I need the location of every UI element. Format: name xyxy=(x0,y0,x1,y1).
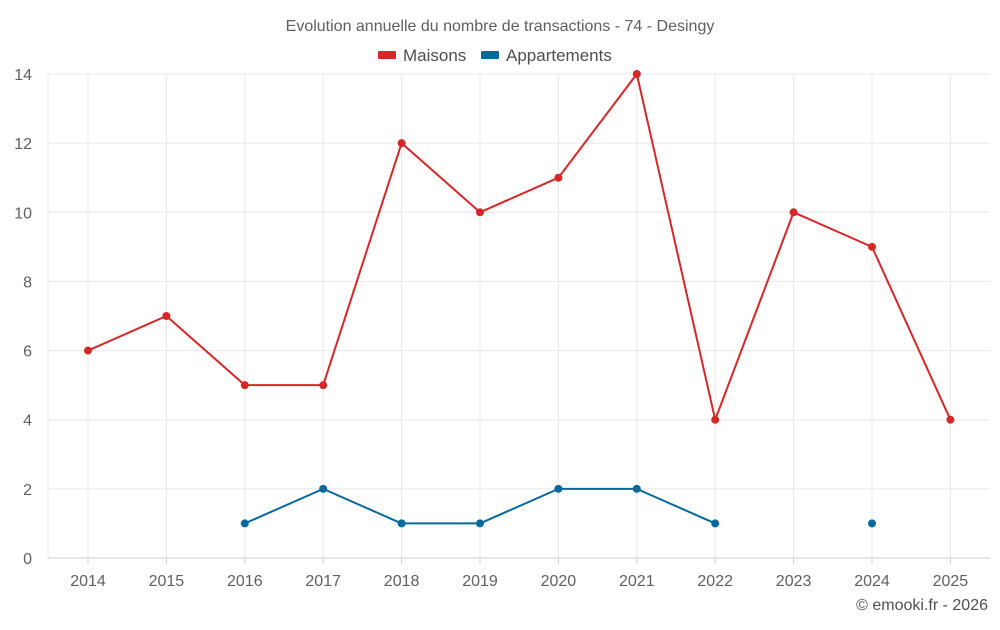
x-tick-label: 2017 xyxy=(305,573,341,590)
data-point[interactable] xyxy=(632,484,641,493)
y-tick-label: 6 xyxy=(23,344,32,361)
x-tick-label: 2019 xyxy=(462,573,498,590)
data-point[interactable] xyxy=(84,346,92,355)
x-tick-label: 2022 xyxy=(697,573,733,590)
data-point[interactable] xyxy=(397,519,406,528)
legend-item[interactable]: Maisons xyxy=(378,46,466,65)
data-point[interactable] xyxy=(868,519,876,528)
legend-swatch xyxy=(481,51,499,59)
legend-label: Appartements xyxy=(506,46,612,65)
chart-title: Evolution annuelle du nombre de transact… xyxy=(286,18,715,35)
x-tick-label: 2025 xyxy=(933,573,969,590)
data-point[interactable] xyxy=(632,70,641,78)
data-point[interactable] xyxy=(711,519,720,528)
x-tick-label: 2020 xyxy=(541,573,577,590)
series-appartements xyxy=(240,484,876,528)
data-point[interactable] xyxy=(946,415,955,424)
x-tick-label: 2015 xyxy=(149,573,185,590)
axes: 0 2 4 6 8 10 12 14 2014 2015 2016 2017 2018 2019 2020 2… xyxy=(14,67,990,590)
legend-item[interactable]: Appartements xyxy=(481,46,612,65)
x-tick-label: 2021 xyxy=(619,573,655,590)
legend-label: Maisons xyxy=(403,46,466,65)
legend: Maisons Appartements xyxy=(378,46,612,65)
series-layer xyxy=(84,70,955,528)
series-maisons xyxy=(84,70,955,424)
data-point[interactable] xyxy=(476,208,484,217)
data-point[interactable] xyxy=(711,415,720,424)
series-line xyxy=(87,73,952,421)
grid xyxy=(47,73,990,558)
data-point[interactable] xyxy=(554,173,563,182)
data-point[interactable] xyxy=(476,519,484,528)
y-tick-label: 4 xyxy=(23,413,32,430)
data-point[interactable] xyxy=(397,139,406,148)
x-tick-label: 2023 xyxy=(776,573,812,590)
data-point[interactable] xyxy=(868,242,876,251)
y-tick-label: 8 xyxy=(23,274,32,291)
data-point[interactable] xyxy=(319,381,328,390)
y-tick-label: 0 xyxy=(23,551,32,568)
y-tick-label: 10 xyxy=(14,205,32,222)
x-tick-label: 2016 xyxy=(227,573,263,590)
x-tick-label: 2024 xyxy=(854,573,890,590)
y-tick-label: 12 xyxy=(14,136,32,153)
data-point[interactable] xyxy=(240,519,249,528)
data-point[interactable] xyxy=(240,381,249,390)
data-point[interactable] xyxy=(162,312,171,320)
data-point[interactable] xyxy=(319,484,328,493)
y-tick-label: 2 xyxy=(23,482,32,499)
data-point[interactable] xyxy=(554,484,563,493)
x-tick-label: 2018 xyxy=(384,573,420,590)
credit-text: © emooki.fr - 2026 xyxy=(856,597,988,614)
y-tick-label: 14 xyxy=(14,67,32,84)
x-tick-label: 2014 xyxy=(70,573,106,590)
data-point[interactable] xyxy=(789,208,798,217)
legend-swatch xyxy=(378,51,396,59)
